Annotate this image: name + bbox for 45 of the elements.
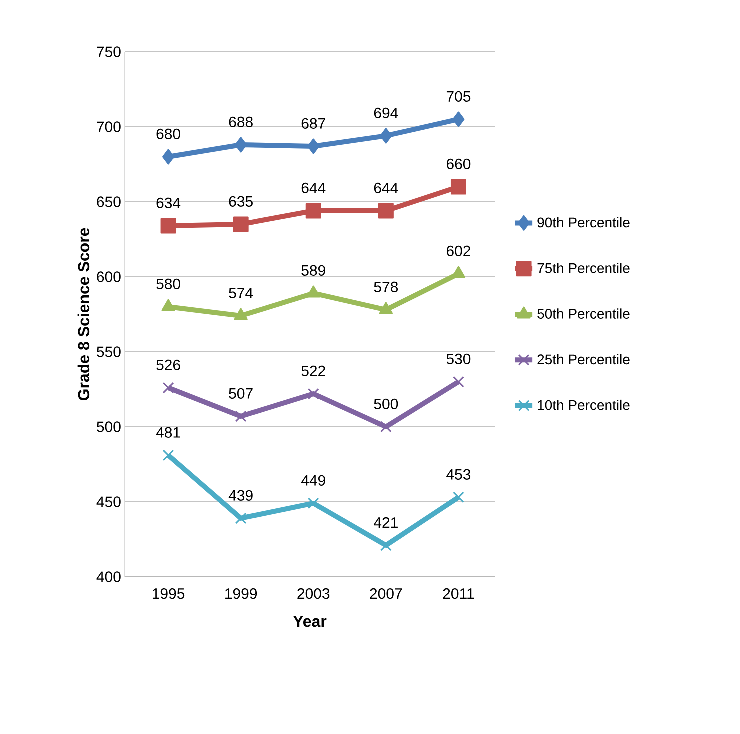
data-label: 526: [156, 360, 180, 370]
data-label: 688: [229, 116, 253, 128]
x-axis-title: Year: [293, 616, 327, 628]
x-tick-label: 2007: [370, 588, 402, 600]
x-tick-label: 2011: [443, 588, 474, 600]
data-label: 421: [374, 517, 398, 528]
y-tick-label: 400: [96, 572, 121, 582]
data-label: 439: [228, 490, 253, 501]
x-tick-label: 2003: [298, 588, 330, 600]
data-label: 694: [374, 108, 398, 118]
data-label: 680: [156, 128, 180, 140]
data-label: 500: [374, 398, 398, 410]
y-tick-label: 450: [96, 496, 121, 508]
y-tick-label: 600: [97, 272, 121, 282]
legend-label: 50th Percentile: [538, 308, 630, 319]
y-tick-label: 500: [97, 422, 121, 432]
y-tick-label: 750: [97, 46, 121, 58]
data-label: 580: [156, 278, 180, 290]
legend-label: 10th Percentile: [538, 400, 630, 410]
y-tick-label: 550: [97, 346, 121, 358]
data-label: 705: [446, 91, 471, 102]
data-label: 449: [301, 475, 326, 486]
data-label: 634: [156, 198, 181, 208]
data-label: 578: [374, 282, 398, 292]
data-label: 589: [302, 265, 326, 276]
legend-label: 75th Percentile: [538, 263, 630, 274]
y-axis-title: Grade 8 Science Score: [78, 228, 90, 401]
data-label: 687: [302, 118, 326, 129]
data-label: 660: [446, 158, 471, 170]
data-label: 530: [446, 354, 471, 364]
data-label: 522: [302, 366, 326, 376]
legend-label: 25th Percentile: [538, 354, 630, 365]
legend-label: 90th Percentile: [538, 217, 630, 228]
data-label: 574: [229, 288, 254, 298]
x-tick-label: 1999: [226, 588, 258, 600]
y-tick-label: 650: [97, 196, 121, 208]
x-tick-label: 1995: [152, 588, 185, 600]
data-label: 453: [446, 469, 471, 480]
y-tick-label: 700: [97, 122, 121, 132]
data-label: 507: [229, 388, 253, 399]
data-label: 481: [156, 427, 180, 438]
data-label: 635: [229, 196, 253, 207]
data-label: 644: [302, 182, 326, 194]
data-label: 644: [374, 182, 398, 194]
data-label: 602: [446, 246, 470, 256]
